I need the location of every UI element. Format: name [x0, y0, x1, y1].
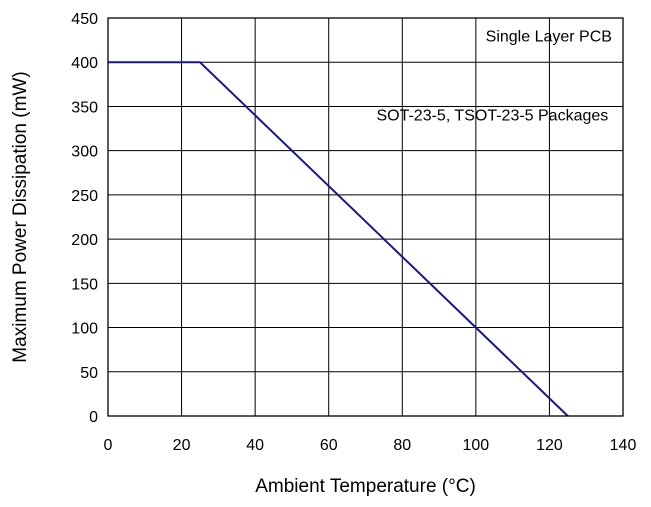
y-axis-title: Maximum Power Dissipation (mW) — [10, 71, 31, 362]
grid-lines — [108, 18, 623, 416]
y-tick-label: 100 — [71, 321, 98, 338]
x-tick-label: 60 — [320, 437, 338, 454]
plot-frame — [107, 17, 624, 417]
y-tick-labels: 0 50 100 150 200 250 300 350 400 450 — [71, 11, 98, 426]
annotations: Single Layer PCB SOT-23-5, TSOT-23-5 Pack… — [376, 29, 611, 125]
y-tick-label: 350 — [71, 99, 98, 116]
y-tick-label: 0 — [89, 409, 98, 426]
x-tick-label: 80 — [393, 437, 411, 454]
x-axis-title: Ambient Temperature (°C) — [255, 476, 476, 497]
x-tick-label: 140 — [610, 437, 637, 454]
x-tick-label: 100 — [463, 437, 490, 454]
chart-annotation: Single Layer PCB — [486, 29, 612, 46]
y-tick-label: 200 — [71, 232, 98, 249]
x-tick-label: 40 — [246, 437, 264, 454]
y-tick-label: 50 — [80, 365, 98, 382]
series-line — [108, 61, 569, 417]
y-tick-label: 400 — [71, 55, 98, 72]
series-layer — [108, 61, 569, 417]
y-tick-label: 300 — [71, 144, 98, 161]
x-tick-label: 0 — [104, 437, 113, 454]
x-tick-label: 120 — [536, 437, 563, 454]
x-tick-label: 20 — [173, 437, 191, 454]
y-tick-label: 450 — [71, 11, 98, 28]
y-tick-label: 250 — [71, 188, 98, 205]
chart-annotation: SOT-23-5, TSOT-23-5 Packages — [376, 107, 608, 124]
x-tick-labels: 0 20 40 60 80 100 120 140 — [104, 437, 637, 454]
y-tick-label: 150 — [71, 276, 98, 293]
